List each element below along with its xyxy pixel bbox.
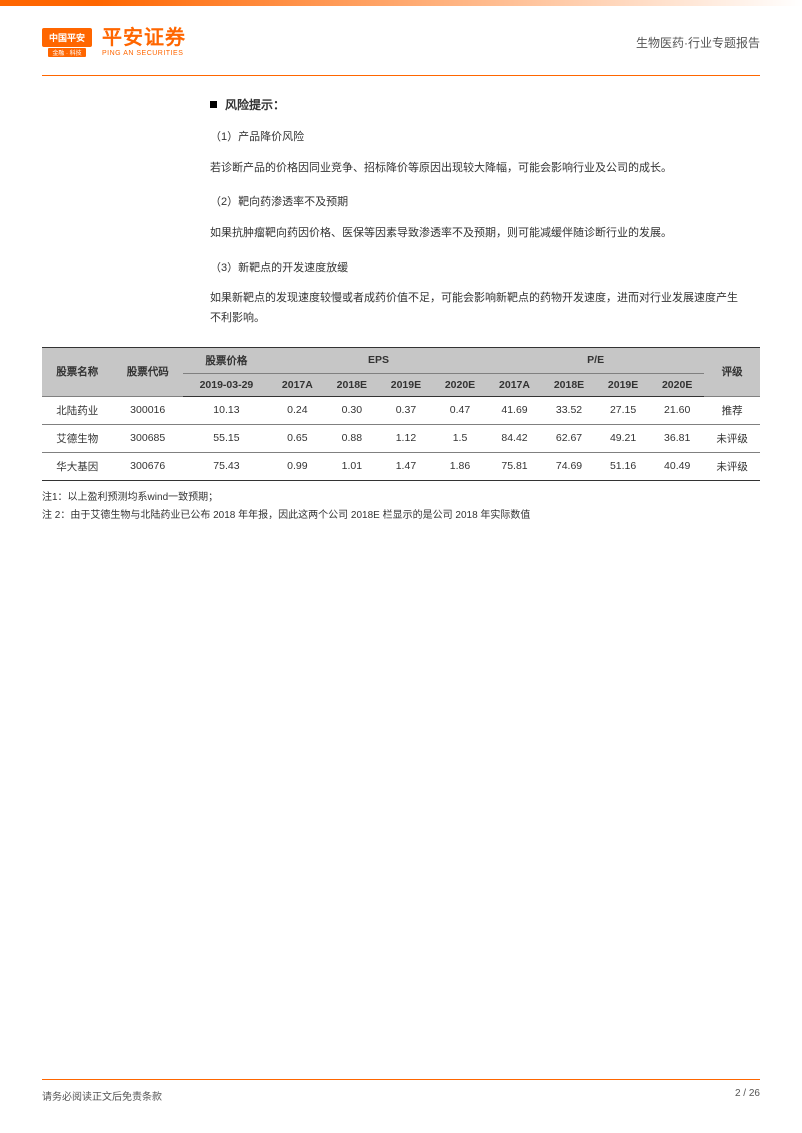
cell-pe19: 27.15 <box>596 396 650 424</box>
logo-badge-bottom: 金融 · 科技 <box>48 48 85 57</box>
risk-item-2-body: 如果抗肿瘤靶向药因价格、医保等因素导致渗透率不及预期，则可能减缓伴随诊断行业的发… <box>210 224 740 244</box>
valuation-table-wrap: 股票名称 股票代码 股票价格 EPS P/E 评级 2019-03-29 201… <box>42 347 760 481</box>
square-bullet-icon <box>210 101 217 108</box>
cell-pe19: 51.16 <box>596 452 650 480</box>
note-1: 注1：以上盈利预测均系wind一致预期； <box>42 489 760 507</box>
cell-eps18: 0.30 <box>325 396 379 424</box>
page-number: 2 / 26 <box>735 1088 760 1103</box>
risk-item-1-title: （1）产品降价风险 <box>210 129 740 147</box>
cell-pe20: 36.81 <box>650 424 704 452</box>
page-footer: 请务必阅读正文后免责条款 2 / 26 <box>42 1079 760 1103</box>
cell-price: 10.13 <box>183 396 270 424</box>
th-eps-2020e: 2020E <box>433 373 487 396</box>
th-stock-name: 股票名称 <box>42 347 112 396</box>
cell-pe18: 74.69 <box>542 452 596 480</box>
th-pe-2020e: 2020E <box>650 373 704 396</box>
th-stock-code: 股票代码 <box>112 347 182 396</box>
cell-eps19: 1.47 <box>379 452 433 480</box>
table-notes: 注1：以上盈利预测均系wind一致预期； 注 2：由于艾德生物与北陆药业已公布 … <box>42 489 760 525</box>
cell-rating: 未评级 <box>704 452 760 480</box>
cell-price: 55.15 <box>183 424 270 452</box>
cell-pe18: 33.52 <box>542 396 596 424</box>
footer-divider <box>42 1079 760 1080</box>
th-eps-2017a: 2017A <box>270 373 325 396</box>
cell-rating: 推荐 <box>704 396 760 424</box>
cell-pe20: 40.49 <box>650 452 704 480</box>
cell-eps20: 1.5 <box>433 424 487 452</box>
cell-code: 300685 <box>112 424 182 452</box>
cell-eps19: 0.37 <box>379 396 433 424</box>
th-pe-2018e: 2018E <box>542 373 596 396</box>
table-row: 艾德生物 300685 55.15 0.65 0.88 1.12 1.5 84.… <box>42 424 760 452</box>
logo-main: 平安证券 <box>102 28 186 48</box>
logo-sub: PING AN SECURITIES <box>102 50 186 57</box>
cell-eps19: 1.12 <box>379 424 433 452</box>
cell-eps18: 0.88 <box>325 424 379 452</box>
cell-eps20: 0.47 <box>433 396 487 424</box>
th-pe: P/E <box>487 347 704 373</box>
cell-eps20: 1.86 <box>433 452 487 480</box>
logo-badge-top: 中国平安 <box>42 28 92 47</box>
risk-heading-text: 风险提示： <box>225 96 285 113</box>
cell-pe19: 49.21 <box>596 424 650 452</box>
logo-text: 平安证券 PING AN SECURITIES <box>102 28 186 57</box>
header-category: 生物医药·行业专题报告 <box>636 34 760 51</box>
table-header-row-1: 股票名称 股票代码 股票价格 EPS P/E 评级 <box>42 347 760 373</box>
cell-name: 艾德生物 <box>42 424 112 452</box>
cell-eps17: 0.99 <box>270 452 325 480</box>
table-row: 北陆药业 300016 10.13 0.24 0.30 0.37 0.47 41… <box>42 396 760 424</box>
th-price: 股票价格 <box>183 347 270 373</box>
valuation-table: 股票名称 股票代码 股票价格 EPS P/E 评级 2019-03-29 201… <box>42 347 760 481</box>
risk-heading: 风险提示： <box>210 96 740 113</box>
top-gradient-bar <box>0 0 802 6</box>
cell-pe17: 75.81 <box>487 452 542 480</box>
risk-item-3-body: 如果新靶点的发现速度较慢或者成药价值不足，可能会影响新靶点的药物开发速度，进而对… <box>210 289 740 329</box>
cell-pe18: 62.67 <box>542 424 596 452</box>
note-2: 注 2：由于艾德生物与北陆药业已公布 2018 年年报，因此这两个公司 2018… <box>42 507 760 525</box>
cell-pe17: 41.69 <box>487 396 542 424</box>
th-pe-2019e: 2019E <box>596 373 650 396</box>
cell-code: 300676 <box>112 452 182 480</box>
cell-name: 北陆药业 <box>42 396 112 424</box>
cell-name: 华大基因 <box>42 452 112 480</box>
th-pe-2017a: 2017A <box>487 373 542 396</box>
risk-item-3-title: （3）新靶点的开发速度放缓 <box>210 260 740 278</box>
cell-pe17: 84.42 <box>487 424 542 452</box>
cell-rating: 未评级 <box>704 424 760 452</box>
risk-item-2-title: （2）靶向药渗透率不及预期 <box>210 194 740 212</box>
th-rating: 评级 <box>704 347 760 396</box>
cell-eps17: 0.24 <box>270 396 325 424</box>
th-eps-2018e: 2018E <box>325 373 379 396</box>
logo-group: 中国平安 金融 · 科技 平安证券 PING AN SECURITIES <box>42 28 186 57</box>
risk-item-1-body: 若诊断产品的价格因同业竞争、招标降价等原因出现较大降幅，可能会影响行业及公司的成… <box>210 159 740 179</box>
th-eps: EPS <box>270 347 487 373</box>
cell-eps18: 1.01 <box>325 452 379 480</box>
cell-code: 300016 <box>112 396 182 424</box>
logo-badge: 中国平安 金融 · 科技 <box>42 28 92 57</box>
page-header: 中国平安 金融 · 科技 平安证券 PING AN SECURITIES 生物医… <box>0 0 802 75</box>
th-price-date: 2019-03-29 <box>183 373 270 396</box>
risk-section: 风险提示： （1）产品降价风险 若诊断产品的价格因同业竞争、招标降价等原因出现较… <box>210 96 740 329</box>
table-row: 华大基因 300676 75.43 0.99 1.01 1.47 1.86 75… <box>42 452 760 480</box>
cell-price: 75.43 <box>183 452 270 480</box>
cell-pe20: 21.60 <box>650 396 704 424</box>
footer-disclaimer: 请务必阅读正文后免责条款 <box>42 1088 162 1103</box>
cell-eps17: 0.65 <box>270 424 325 452</box>
th-eps-2019e: 2019E <box>379 373 433 396</box>
